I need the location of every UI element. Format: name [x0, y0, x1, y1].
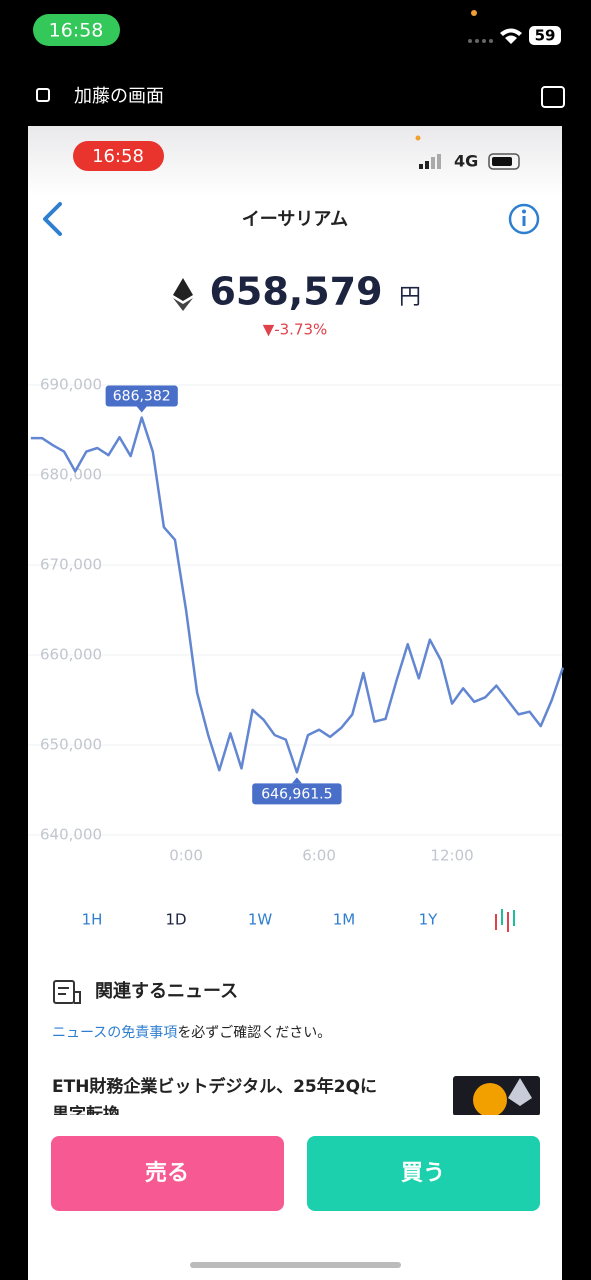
- battery-level: 59: [535, 27, 556, 45]
- chart: 640,000 650,000 660,000 670,000 680,000 690,0…: [28, 376, 565, 865]
- label-pointer: [136, 406, 147, 413]
- inner-time-pill: [73, 141, 164, 171]
- share-label: 加藤の画面: [74, 86, 164, 107]
- label-box: [252, 783, 342, 805]
- news-icon: [53, 980, 81, 1004]
- disclaimer-text: を必ずご確認ください。: [177, 1025, 331, 1041]
- time-pill: [33, 14, 120, 46]
- value-label: 646,961.5: [261, 786, 332, 802]
- y-tick-label: 670,000: [40, 556, 102, 574]
- range-tabs: 1H 1D 1W 1M 1Y: [82, 911, 439, 929]
- x-tick-label: 12:00: [430, 847, 473, 865]
- thumb-btc: [473, 1083, 507, 1115]
- wifi: [500, 28, 522, 44]
- signal: [468, 39, 493, 43]
- price-line: [30, 416, 565, 774]
- inner-time: 16:58: [92, 146, 144, 167]
- buy-label: 買う: [401, 1161, 445, 1186]
- sell-label: 売る: [145, 1160, 189, 1186]
- x-tick-label: 6:00: [302, 847, 336, 865]
- label-box: [105, 385, 178, 407]
- label-pointer: [291, 777, 302, 784]
- candle-icon[interactable]: [495, 909, 515, 932]
- range-tab[interactable]: 1Y: [419, 911, 439, 929]
- range-tab[interactable]: 1H: [82, 911, 103, 929]
- range-tab[interactable]: 1M: [333, 911, 356, 929]
- y-tick-label: 690,000: [40, 376, 102, 394]
- inner-battery: [488, 153, 520, 170]
- page-title: イーサリアム: [242, 209, 348, 230]
- info-button[interactable]: [508, 203, 540, 235]
- price-unit: 円: [399, 285, 421, 310]
- y-tick-label: 640,000: [40, 826, 102, 844]
- news-heading: 関連するニュース: [95, 980, 238, 1002]
- battery: [529, 26, 561, 45]
- back-button[interactable]: [43, 202, 62, 236]
- thumb-eth: [508, 1078, 532, 1106]
- share-icon: [36, 88, 50, 102]
- news-headline: ETH財務企業ビットデジタル、25年2Qに: [52, 1076, 377, 1097]
- dot: [471, 10, 477, 16]
- x-tick-label: 0:00: [169, 847, 203, 865]
- dot: [415, 135, 421, 141]
- price-value: 658,579: [209, 270, 382, 314]
- news-disclaimer: ニュースの免責事項を必ずご確認ください。: [52, 1025, 331, 1041]
- disclaimer-link[interactable]: ニュースの免責事項: [52, 1025, 177, 1041]
- y-tick-label: 660,000: [40, 646, 102, 664]
- inner-network: 4G: [454, 152, 478, 171]
- y-tick-label: 680,000: [40, 466, 102, 484]
- price-change: ▼-3.73%: [263, 321, 328, 339]
- range-tab[interactable]: 1W: [248, 911, 273, 929]
- buy-button[interactable]: [307, 1136, 540, 1211]
- eth-icon: [173, 278, 193, 311]
- inner-signal: [419, 154, 441, 169]
- status-time: 16:58: [49, 20, 104, 42]
- range-tab[interactable]: 1D: [165, 911, 186, 929]
- sell-button[interactable]: [51, 1136, 284, 1211]
- news-headline-cont: 黒字転換: [52, 1104, 121, 1125]
- inner-battery-level: [492, 157, 512, 166]
- value-label: 686,382: [113, 389, 171, 405]
- y-tick-label: 650,000: [40, 736, 102, 754]
- home-indicator: [190, 1262, 401, 1268]
- pip-icon[interactable]: [541, 86, 565, 108]
- news-item[interactable]: ETH財務企業ビットデジタル、25年2Qに 黒字転換: [52, 1076, 540, 1125]
